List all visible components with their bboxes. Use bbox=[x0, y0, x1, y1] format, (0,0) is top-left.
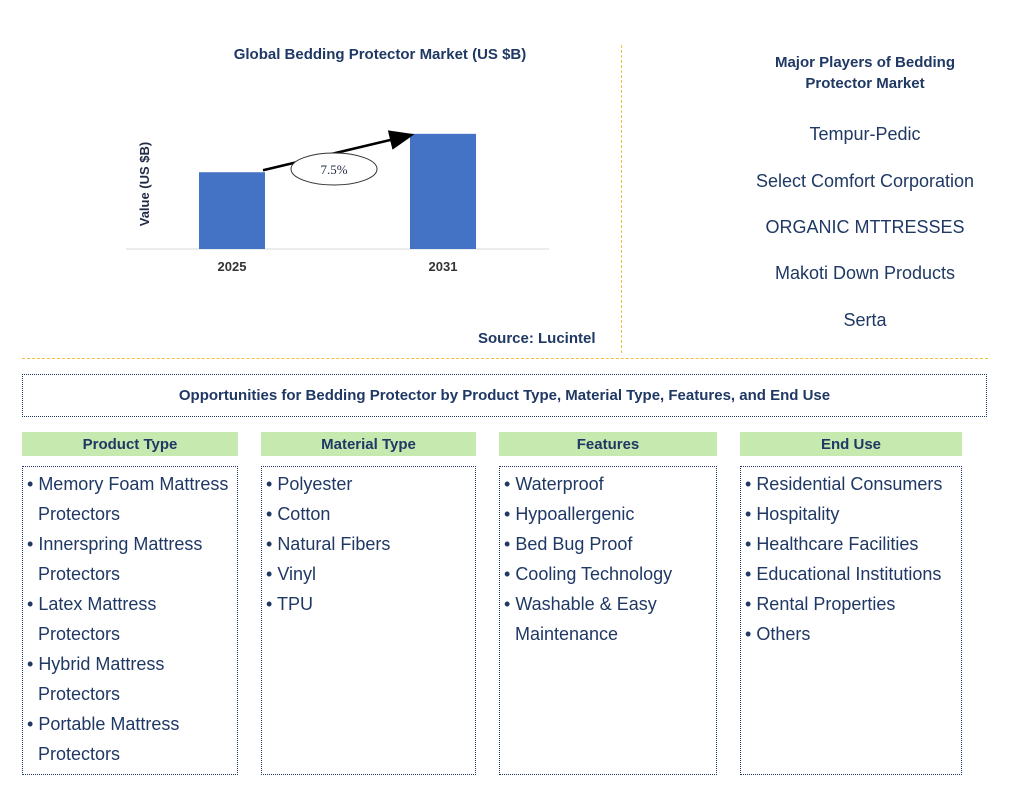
segment-header-end-use: End Use bbox=[740, 432, 962, 456]
segment-item: Waterproof bbox=[504, 469, 712, 499]
segment-item: Innerspring Mattress Protectors bbox=[27, 529, 233, 589]
segment-header-product-type: Product Type bbox=[22, 432, 238, 456]
segment-item: Rental Properties bbox=[745, 589, 957, 619]
player-item: Makoti Down Products bbox=[774, 263, 956, 283]
segment-header-features: Features bbox=[499, 432, 717, 456]
segment-item: Latex Mattress Protectors bbox=[27, 589, 233, 649]
segment-item: Residential Consumers bbox=[745, 469, 957, 499]
segment-item: Cotton bbox=[266, 499, 471, 529]
opportunities-banner: Opportunities for Bedding Protector by P… bbox=[22, 374, 987, 417]
player-item: Serta bbox=[843, 310, 887, 330]
cagr-label: 7.5% bbox=[320, 162, 347, 177]
segment-item: Vinyl bbox=[266, 559, 471, 589]
segment-item: Hybrid Mattress Protectors bbox=[27, 649, 233, 709]
chart-title: Global Bedding Protector Market (US $B) bbox=[233, 46, 527, 63]
source-note: Source: Lucintel bbox=[478, 330, 596, 347]
segment-item: Hypoallergenic bbox=[504, 499, 712, 529]
segment-item: Others bbox=[745, 619, 957, 649]
segment-item: Memory Foam Mattress Protectors bbox=[27, 469, 233, 529]
vertical-divider bbox=[621, 45, 622, 353]
player-item: Select Comfort Corporation bbox=[755, 171, 975, 191]
segment-item: Polyester bbox=[266, 469, 471, 499]
segment-item: Hospitality bbox=[745, 499, 957, 529]
x-tick-label: 2025 bbox=[218, 259, 247, 274]
y-axis-label: Value (US $B) bbox=[137, 142, 152, 227]
segment-list-material-type: Polyester Cotton Natural Fibers Vinyl TP… bbox=[261, 466, 476, 775]
segment-item: Portable Mattress Protectors bbox=[27, 709, 233, 769]
bar-chart: Value (US $B) 2025 2031 7.5% bbox=[126, 130, 549, 274]
opportunities-title: Opportunities for Bedding Protector by P… bbox=[178, 387, 831, 404]
x-tick-labels: 2025 2031 bbox=[218, 259, 458, 274]
segment-item: Washable & Easy Maintenance bbox=[504, 589, 712, 649]
player-item: ORGANIC MTTRESSES bbox=[765, 217, 965, 237]
bar-2031 bbox=[410, 133, 476, 249]
segment-item: TPU bbox=[266, 589, 471, 619]
segment-list-features: Waterproof Hypoallergenic Bed Bug Proof … bbox=[499, 466, 717, 775]
segment-list-product-type: Memory Foam Mattress Protectors Innerspr… bbox=[22, 466, 238, 775]
horizontal-divider bbox=[22, 358, 988, 359]
segment-item: Cooling Technology bbox=[504, 559, 712, 589]
player-item: Tempur-Pedic bbox=[809, 124, 921, 144]
segment-item: Natural Fibers bbox=[266, 529, 471, 559]
segment-item: Bed Bug Proof bbox=[504, 529, 712, 559]
segment-item: Educational Institutions bbox=[745, 559, 957, 589]
segment-header-material-type: Material Type bbox=[261, 432, 476, 456]
growth-arrow bbox=[262, 130, 415, 172]
cagr-ellipse bbox=[290, 152, 378, 186]
players-title: Major Players of Bedding Protector Marke… bbox=[774, 54, 956, 92]
segment-item: Healthcare Facilities bbox=[745, 529, 957, 559]
x-tick-label: 2031 bbox=[429, 259, 458, 274]
bar-2025 bbox=[199, 172, 265, 249]
bars-group bbox=[199, 133, 476, 249]
segment-list-end-use: Residential Consumers Hospitality Health… bbox=[740, 466, 962, 775]
